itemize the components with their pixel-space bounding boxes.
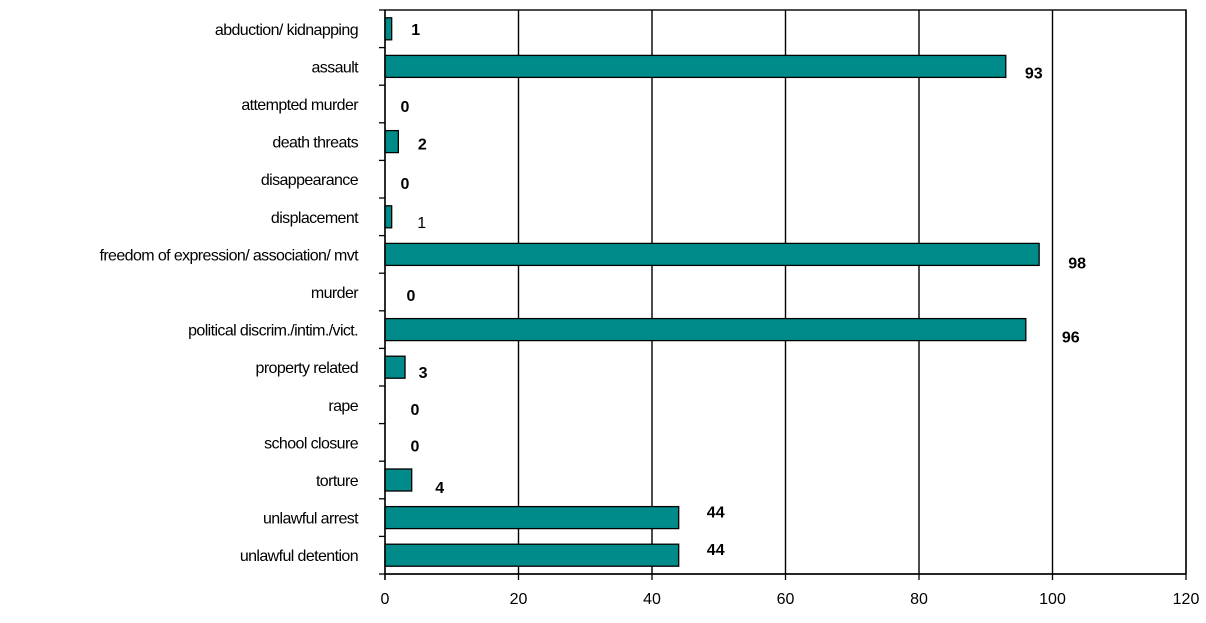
- bar-14: [384, 543, 680, 567]
- data-label: 93: [1025, 65, 1043, 82]
- data-label: 2: [418, 137, 427, 154]
- x-tick-label: 0: [381, 591, 390, 608]
- data-label: 1: [417, 215, 426, 232]
- bar-5: [384, 205, 393, 229]
- category-label: disappearance: [261, 172, 359, 189]
- data-label: 0: [401, 99, 410, 116]
- x-tick-label: 20: [510, 591, 528, 608]
- data-label: 4: [435, 480, 444, 497]
- bar-6: [384, 242, 1040, 267]
- gridlines: [517, 10, 1187, 574]
- bar-0: [384, 17, 393, 41]
- category-label: assault: [312, 59, 360, 76]
- bar-9: [384, 355, 406, 379]
- x-tick-label: 120: [1173, 591, 1200, 608]
- category-label: rape: [328, 398, 358, 415]
- data-label: 44: [707, 542, 725, 559]
- x-tick-label: 40: [643, 591, 661, 608]
- data-label: 0: [401, 176, 410, 193]
- x-ticks: 0 20 40 60 80 100 120: [381, 574, 1200, 608]
- bar-13: [384, 505, 680, 530]
- data-label: 0: [407, 288, 416, 305]
- bar-1: [384, 54, 1007, 79]
- data-label: 1: [411, 22, 420, 39]
- x-tick-label: 100: [1039, 591, 1066, 608]
- category-labels: abduction/ kidnapping assault attempted mu…: [99, 22, 359, 565]
- category-label: school closure: [264, 435, 359, 452]
- category-label: property related: [256, 360, 358, 377]
- bar-8: [384, 317, 1027, 342]
- x-tick-label: 60: [777, 591, 795, 608]
- category-label: attempted murder: [241, 97, 359, 114]
- category-label: political discrim./intim./vict.: [188, 323, 358, 340]
- category-label: abduction/ kidnapping: [215, 22, 358, 39]
- data-label: 3: [419, 365, 428, 382]
- y-ticks: [379, 9, 385, 575]
- bars: [384, 17, 1040, 567]
- category-label: unlawful arrest: [263, 511, 359, 528]
- category-label: displacement: [271, 210, 359, 227]
- data-label: 44: [707, 505, 725, 522]
- category-label: torture: [316, 473, 359, 490]
- category-label: unlawful detention: [240, 548, 358, 565]
- data-label: 0: [411, 402, 420, 419]
- x-tick-label: 80: [910, 591, 928, 608]
- bar-3: [384, 129, 400, 154]
- category-label: freedom of expression/ association/ mvt: [99, 247, 359, 264]
- data-label: 0: [411, 438, 420, 455]
- data-label: 96: [1062, 330, 1080, 347]
- data-label: 98: [1068, 255, 1086, 272]
- bar-12: [384, 468, 413, 492]
- category-label: death threats: [272, 135, 358, 152]
- category-label: murder: [311, 285, 359, 302]
